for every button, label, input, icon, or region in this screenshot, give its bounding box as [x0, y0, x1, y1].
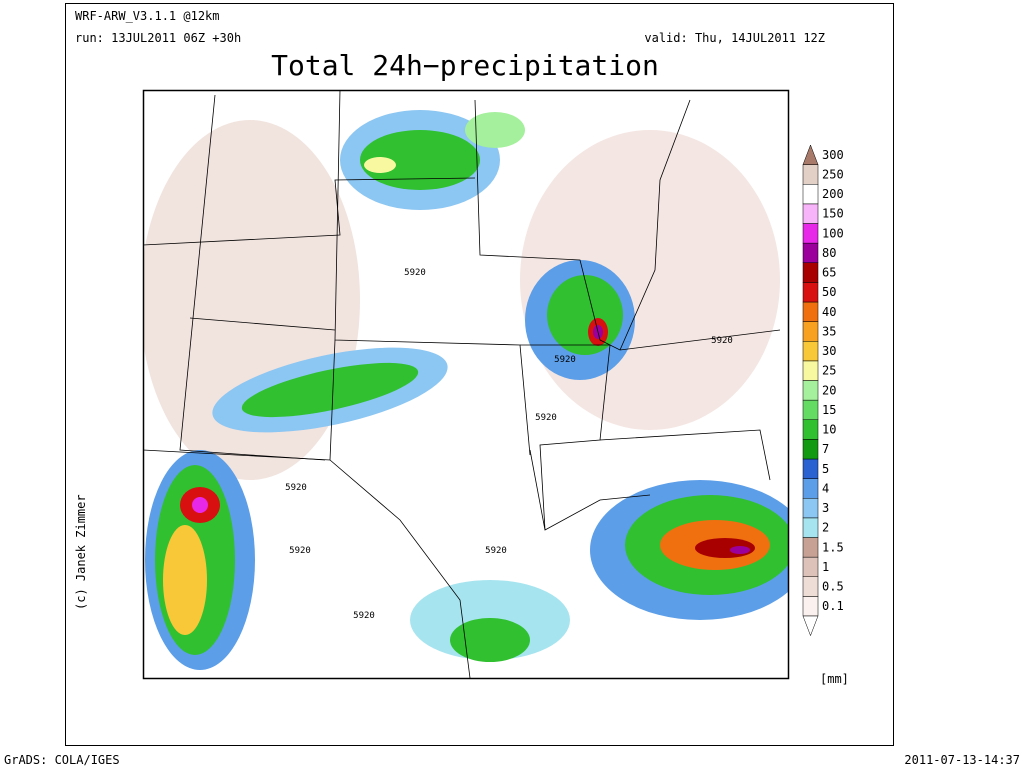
colorbar-cap [802, 144, 819, 165]
colorbar-box [802, 517, 819, 538]
colorbar-cap [802, 615, 819, 637]
colorbar-box [802, 419, 819, 440]
colorbar-label: 1 [822, 560, 829, 574]
contour-labels: 5920 5920 5920 5920 5920 5920 5920 5920 [285, 268, 733, 621]
colorbar-box [802, 498, 819, 519]
contour-label: 5920 [485, 546, 507, 556]
colorbar-box [802, 164, 819, 185]
colorbar-label: 80 [822, 246, 836, 260]
footer-left: GrADS: COLA/IGES [4, 753, 120, 767]
colorbar-box [802, 341, 819, 362]
contour-label: 5920 [404, 268, 426, 278]
colorbar-box [802, 321, 819, 342]
colorbar-label: 50 [822, 285, 836, 299]
colorbar-box [802, 242, 819, 263]
colorbar-box [802, 184, 819, 205]
colorbar-label: 10 [822, 423, 836, 437]
copyright: (c) Janek Zimmer [74, 494, 88, 610]
colorbar-label: 35 [822, 324, 836, 338]
map: 5920 5920 5920 5920 5920 5920 5920 5920 (c) Jan… [74, 89, 790, 680]
valid-label: valid: Thu, 14JUL2011 12Z [644, 31, 825, 45]
title: Total 24h−precipitation [271, 49, 659, 82]
contour-label: 5920 [554, 355, 576, 365]
colorbar-box [802, 576, 819, 597]
colorbar-box [802, 537, 819, 558]
colorbar: 0.1 0.5 1 1.5 2 3 4 5 7 10 15 20 25 30 35 40 50 65 80 100 15… [802, 144, 844, 637]
colorbar-label: 200 [822, 187, 844, 201]
colorbar-box [802, 439, 819, 460]
run-label: run: 13JUL2011 06Z +30h [75, 31, 241, 45]
model-label: WRF-ARW_V3.1.1 @12km [75, 9, 220, 23]
colorbar-label: 15 [822, 403, 836, 417]
contour-label: 5920 [285, 483, 307, 493]
contour-label: 5920 [711, 336, 733, 346]
colorbar-label: 5 [822, 462, 829, 476]
colorbar-label: 4 [822, 481, 829, 495]
map-border [142, 89, 790, 680]
colorbar-box [802, 596, 819, 617]
colorbar-box [802, 478, 819, 499]
colorbar-label: 65 [822, 266, 836, 280]
footer-right: 2011-07-13-14:37 [904, 753, 1020, 767]
colorbar-label: 0.1 [822, 599, 844, 613]
colorbar-label: 25 [822, 364, 836, 378]
colorbar-box [802, 301, 819, 322]
contour-label: 5920 [353, 611, 375, 621]
colorbar-box [802, 380, 819, 401]
colorbar-label: 100 [822, 226, 844, 240]
colorbar-label: 7 [822, 442, 829, 456]
colorbar-label: 1.5 [822, 540, 844, 554]
colorbar-box [802, 262, 819, 283]
colorbar-box [802, 282, 819, 303]
contour-label: 5920 [535, 413, 557, 423]
colorbar-label: 20 [822, 383, 836, 397]
colorbar-label: 0.5 [822, 580, 844, 594]
colorbar-label: 30 [822, 344, 836, 358]
colorbar-box [802, 458, 819, 479]
colorbar-label: 250 [822, 167, 844, 181]
colorbar-label: 2 [822, 521, 829, 535]
colorbar-label: 300 [822, 148, 844, 162]
contour-label: 5920 [289, 546, 311, 556]
colorbar-label: 40 [822, 305, 836, 319]
colorbar-label: 3 [822, 501, 829, 515]
colorbar-box [802, 360, 819, 381]
precip-field [143, 90, 788, 678]
colorbar-box [802, 203, 819, 224]
colorbar-box [802, 399, 819, 420]
colorbar-box [802, 223, 819, 244]
colorbar-unit: [mm] [820, 672, 849, 686]
colorbar-box [802, 556, 819, 577]
colorbar-label: 150 [822, 207, 844, 221]
borders [143, 90, 781, 678]
